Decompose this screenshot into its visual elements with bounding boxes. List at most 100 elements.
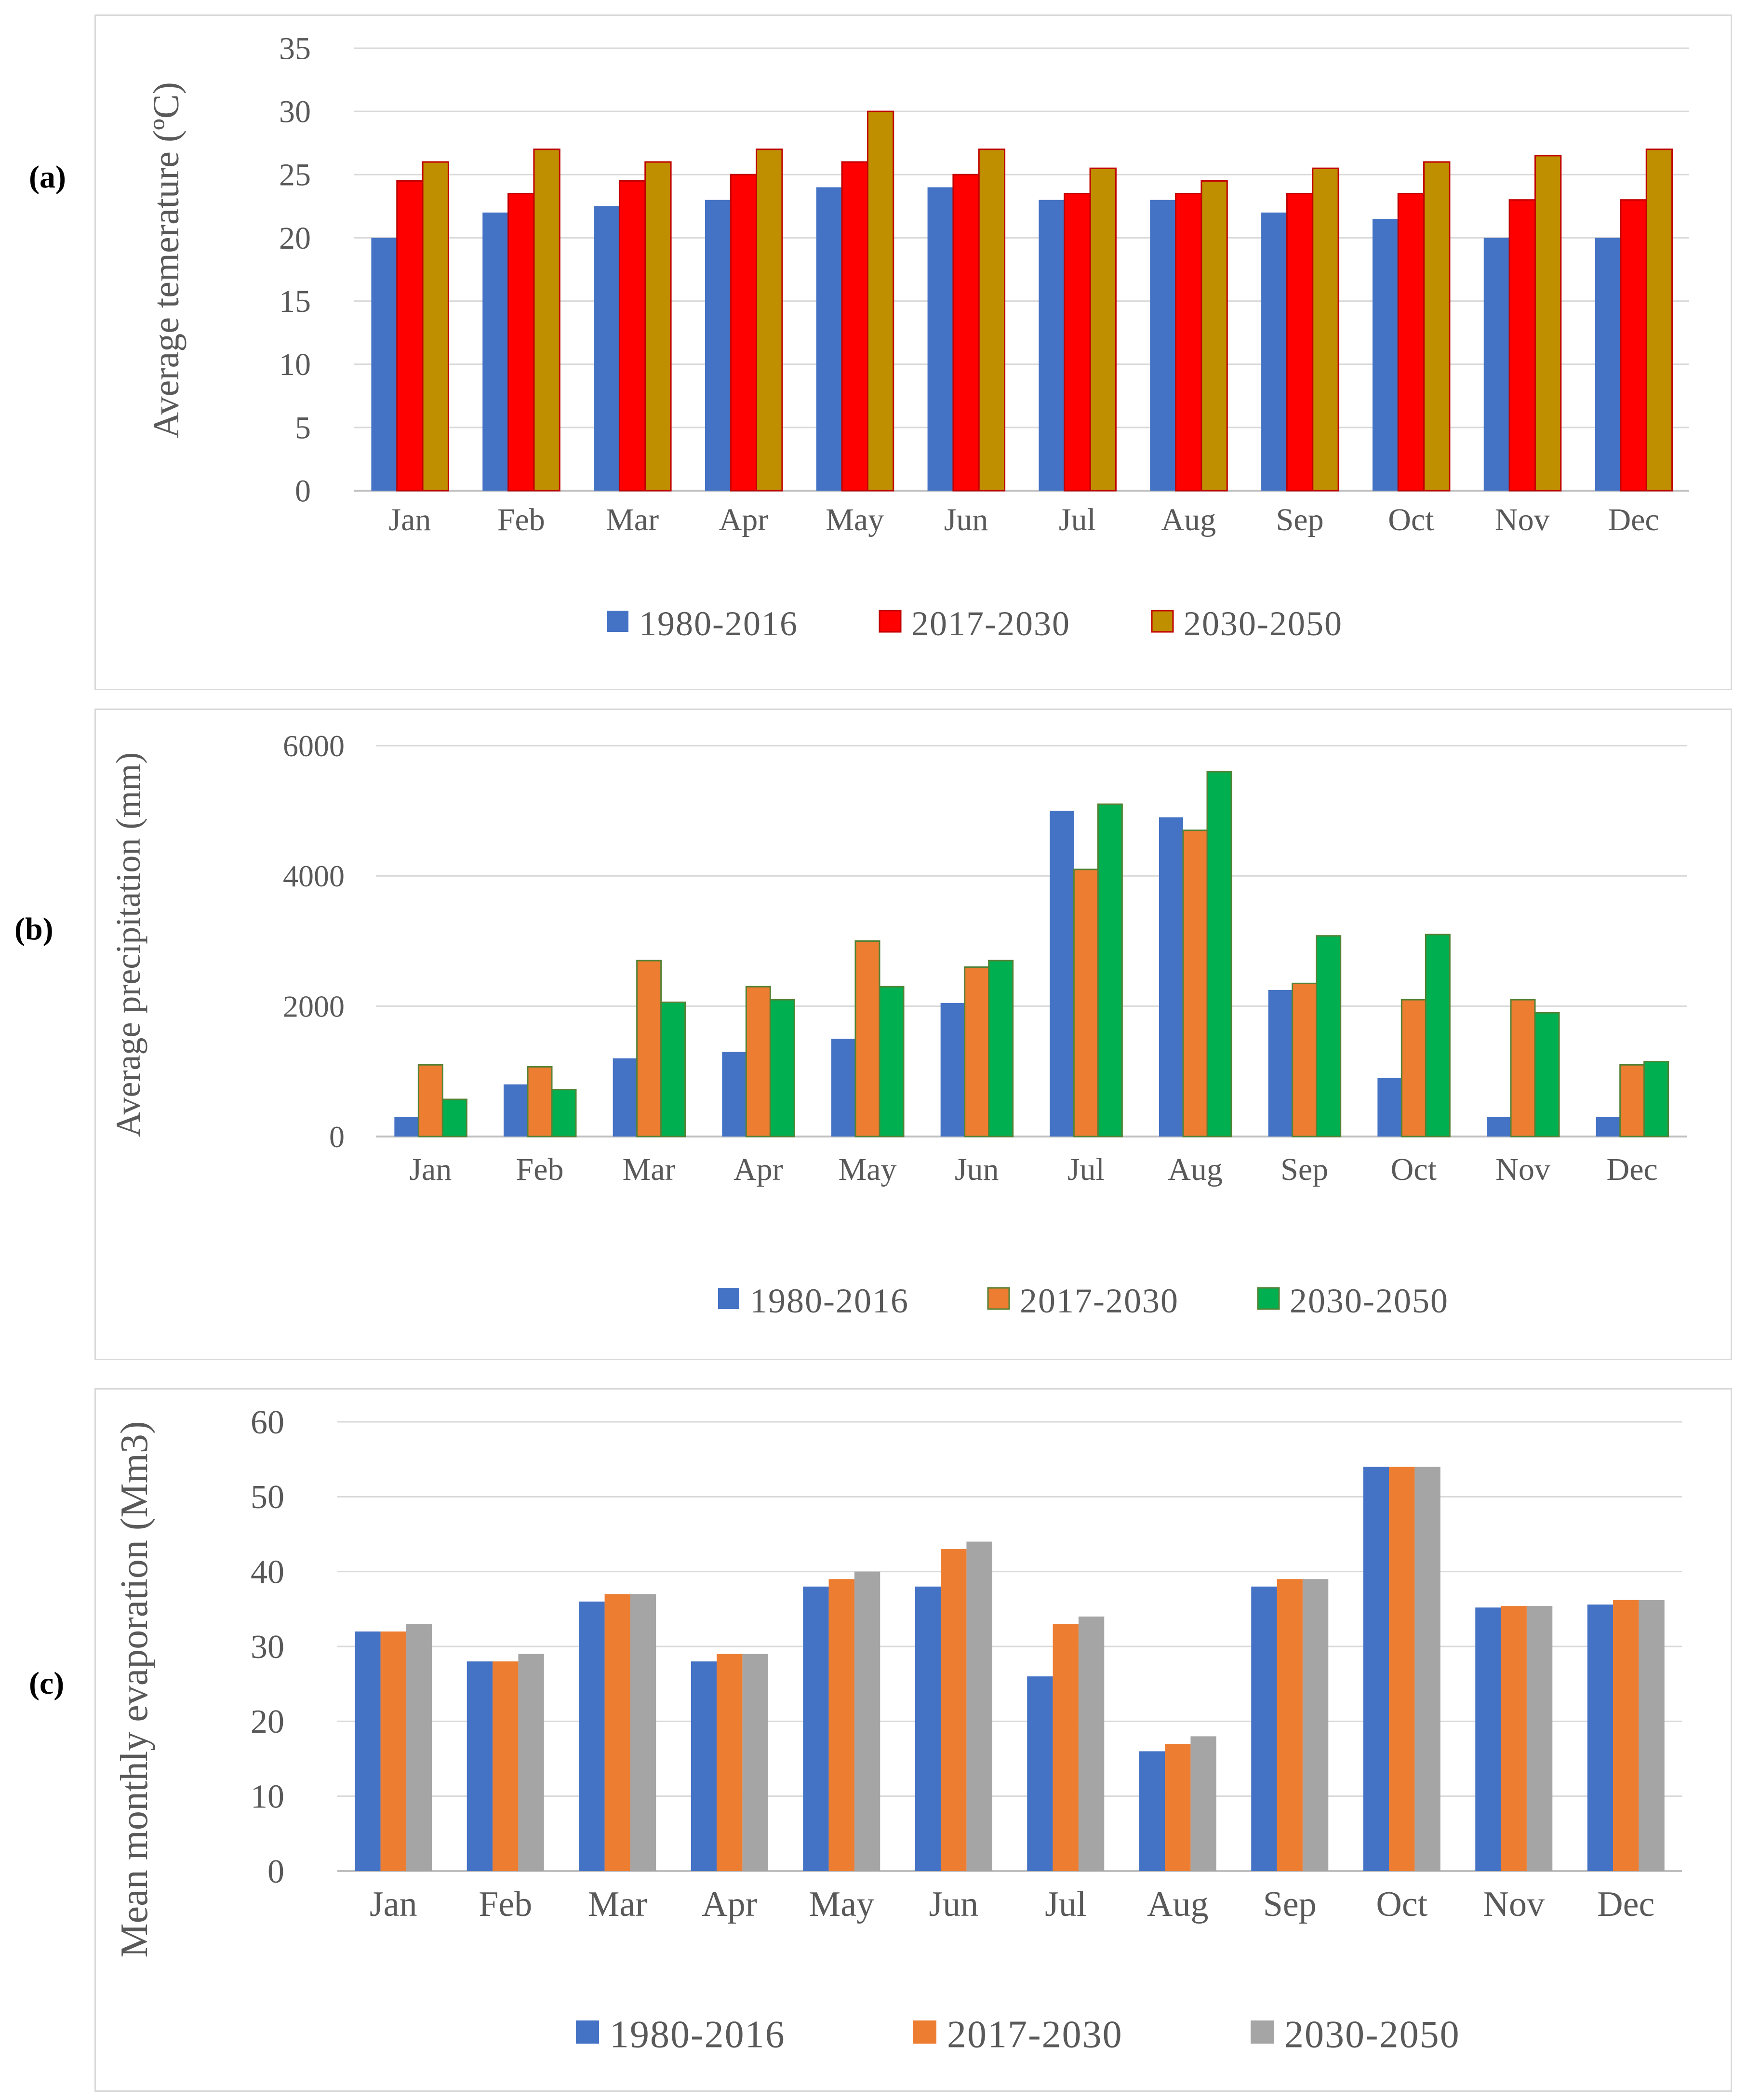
bar-sep-series-2: [1277, 1579, 1303, 1871]
x-tick-label: Jul: [1059, 502, 1096, 537]
bar-jan-series-1: [394, 1117, 419, 1137]
bar-sep-series-1: [1251, 1586, 1277, 1871]
bar-jul-series-1: [1039, 200, 1065, 491]
bar-feb-series-2: [507, 193, 535, 492]
bar-jun-series-2: [941, 1549, 967, 1871]
y-tick-label: 60: [251, 1404, 284, 1441]
bar-jun-series-1: [915, 1586, 941, 1871]
x-tick-label: Jul: [1045, 1885, 1086, 1924]
x-tick-label: Aug: [1168, 1152, 1223, 1187]
panel-label-a: (a): [29, 160, 66, 195]
bar-jan-series-3: [441, 1098, 467, 1137]
bar-feb-series-3: [533, 148, 560, 492]
x-tick-label: Sep: [1276, 502, 1324, 537]
bar-aug-series-1: [1139, 1751, 1165, 1871]
bar-may-series-1: [803, 1586, 829, 1871]
bar-may-series-3: [879, 986, 905, 1137]
x-tick-label: Apr: [702, 1885, 757, 1924]
bar-oct-series-3: [1423, 161, 1451, 492]
bar-aug-series-1: [1159, 817, 1183, 1137]
bar-nov-series-2: [1510, 999, 1536, 1137]
legend-swatch-2: [879, 610, 902, 633]
x-tick-label: May: [826, 502, 884, 537]
bar-jan-series-3: [406, 1624, 432, 1871]
bar-nov-series-3: [1526, 1606, 1553, 1871]
y-axis-label: Average precipitation (mm): [109, 752, 147, 1137]
bar-sep-series-3: [1316, 935, 1342, 1137]
x-tick-label: Dec: [1607, 1152, 1658, 1187]
y-tick-label: 20: [279, 221, 311, 256]
bar-mar-series-2: [604, 1594, 630, 1871]
legend-label-1: 1980-2016: [639, 604, 798, 643]
bar-jul-series-2: [1073, 869, 1099, 1137]
bar-nov-series-1: [1475, 1607, 1501, 1871]
bar-jul-series-2: [1053, 1624, 1079, 1871]
bar-apr-series-1: [691, 1661, 717, 1871]
y-tick-label: 0: [295, 473, 311, 508]
x-tick-label: Aug: [1147, 1885, 1208, 1924]
legend-label-3: 2030-2050: [1290, 1282, 1449, 1320]
x-tick-label: Oct: [1376, 1885, 1427, 1924]
bar-feb-series-1: [482, 212, 508, 491]
x-tick-label: Aug: [1161, 502, 1216, 537]
bar-jan-series-3: [422, 161, 449, 492]
legend-label-3: 2030-2050: [1284, 2014, 1460, 2056]
x-tick-label: Mar: [588, 1885, 647, 1924]
x-tick-label: Feb: [516, 1152, 564, 1187]
bar-jan-series-2: [396, 180, 424, 492]
bar-apr-series-2: [717, 1654, 743, 1871]
bar-feb-series-2: [493, 1661, 519, 1871]
bar-mar-series-1: [594, 206, 620, 491]
bar-may-series-2: [828, 1579, 854, 1871]
bar-aug-series-1: [1150, 200, 1176, 491]
legend-swatch-3: [1257, 1287, 1280, 1310]
y-tick-label: 30: [251, 1629, 284, 1666]
legend-label-1: 1980-2016: [750, 1282, 909, 1320]
x-tick-label: Jan: [370, 1885, 417, 1924]
x-tick-label: Feb: [479, 1885, 532, 1924]
bar-mar-series-2: [636, 960, 662, 1137]
bar-dec-series-1: [1596, 1117, 1620, 1137]
legend-label-3: 2030-2050: [1184, 604, 1343, 643]
bar-mar-series-3: [660, 1002, 686, 1137]
bar-nov-series-2: [1501, 1606, 1527, 1871]
x-tick-label: Nov: [1495, 502, 1550, 537]
y-tick-label: 10: [251, 1778, 284, 1815]
bar-mar-series-3: [630, 1594, 656, 1871]
x-tick-label: Oct: [1388, 502, 1434, 537]
bar-jul-series-3: [1097, 803, 1123, 1137]
bar-jun-series-1: [940, 1003, 965, 1137]
x-tick-label: Feb: [497, 502, 545, 537]
bar-dec-series-2: [1619, 1064, 1645, 1137]
legend-label-2: 2017-2030: [947, 2014, 1123, 2056]
bar-jun-series-3: [988, 960, 1014, 1137]
bar-oct-series-3: [1414, 1467, 1440, 1871]
bar-mar-series-1: [579, 1601, 605, 1871]
x-tick-label: Oct: [1391, 1152, 1437, 1187]
y-tick-label: 15: [279, 284, 311, 319]
x-tick-label: Mar: [606, 502, 659, 537]
bar-may-series-2: [841, 161, 868, 492]
y-tick-label: 25: [279, 158, 311, 193]
x-tick-label: Jun: [955, 1152, 999, 1187]
bar-jun-series-2: [964, 966, 990, 1137]
x-tick-label: Sep: [1263, 1885, 1317, 1924]
y-axis-label: Average temerature (ºC): [146, 82, 187, 439]
y-tick-label: 50: [251, 1479, 284, 1516]
x-tick-label: May: [809, 1885, 874, 1924]
bar-nov-series-3: [1534, 1012, 1560, 1137]
y-axis-label: Mean monthly evaporation (Mm3): [113, 1421, 156, 1957]
bar-jun-series-3: [978, 148, 1006, 492]
bar-oct-series-1: [1363, 1467, 1389, 1871]
bar-jun-series-1: [927, 187, 953, 491]
y-tick-label: 4000: [283, 859, 345, 893]
bar-may-series-3: [867, 110, 894, 492]
legend-swatch-2: [987, 1287, 1010, 1310]
bar-jan-series-1: [371, 238, 397, 491]
bar-apr-series-3: [742, 1654, 768, 1871]
x-tick-label: Jun: [929, 1885, 978, 1924]
x-tick-label: Jan: [388, 502, 431, 537]
bar-jan-series-2: [380, 1631, 406, 1871]
legend-label-1: 1980-2016: [610, 2014, 786, 2056]
bar-apr-series-2: [730, 174, 758, 492]
